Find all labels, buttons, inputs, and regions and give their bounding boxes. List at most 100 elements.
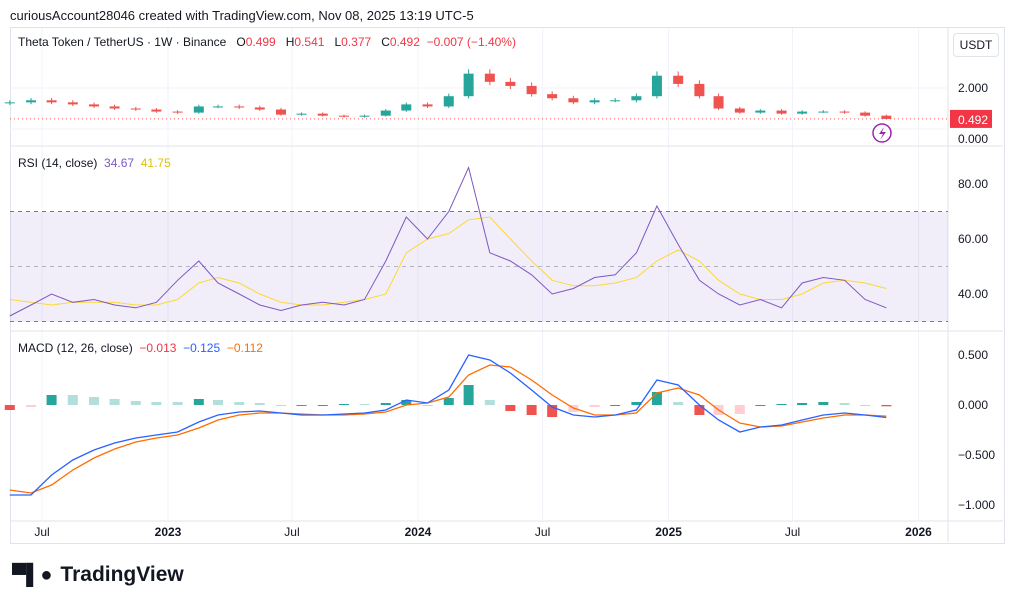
candle bbox=[797, 111, 808, 114]
attribution: curiousAccount28046 created with Trading… bbox=[10, 8, 474, 23]
macd-histogram-bar bbox=[296, 405, 307, 406]
macd-histogram-bar bbox=[505, 405, 516, 411]
candle bbox=[89, 104, 100, 107]
macd-histogram-bar bbox=[275, 405, 286, 406]
macd-histogram-bar bbox=[193, 399, 204, 405]
macd-histogram-bar bbox=[734, 405, 745, 414]
candle bbox=[443, 96, 454, 107]
candle bbox=[296, 113, 307, 115]
macd-histogram-bar bbox=[881, 405, 892, 407]
price-tick-label: 0.000 bbox=[958, 132, 988, 146]
macd-histogram-bar bbox=[547, 405, 558, 417]
candle bbox=[212, 106, 223, 108]
macd-histogram-bar bbox=[401, 400, 412, 405]
last-price-label: 0.492 bbox=[958, 113, 988, 127]
macd-histogram-bar bbox=[359, 404, 370, 405]
candle bbox=[422, 104, 433, 107]
macd-line bbox=[9, 354, 887, 496]
macd-tick-label: −1.000 bbox=[958, 498, 995, 512]
candle bbox=[4, 102, 15, 104]
high-value: 0.541 bbox=[294, 35, 325, 49]
candle bbox=[860, 112, 871, 116]
low-value: 0.377 bbox=[341, 35, 372, 49]
macd-hist-value: −0.013 bbox=[139, 341, 177, 355]
candle bbox=[254, 107, 265, 110]
macd-histogram-bar bbox=[755, 405, 766, 406]
macd-histogram-bar bbox=[651, 392, 662, 405]
candle bbox=[673, 75, 684, 84]
macd-histogram-bar bbox=[4, 405, 15, 410]
rsi-tick-label: 80.00 bbox=[958, 177, 988, 191]
candle bbox=[275, 109, 286, 115]
close-value: 0.492 bbox=[389, 35, 420, 49]
brand-name: TradingView bbox=[60, 563, 184, 586]
change-value: −0.007 (−1.40%) bbox=[426, 35, 516, 49]
candle bbox=[484, 73, 495, 82]
high-label: H bbox=[285, 35, 295, 49]
macd-histogram-bar bbox=[589, 405, 600, 407]
candle bbox=[881, 115, 892, 119]
macd-histogram-bar bbox=[109, 399, 120, 405]
candle bbox=[193, 106, 204, 113]
macd-histogram-bar bbox=[26, 405, 37, 407]
x-tick-label: 2023 bbox=[155, 525, 182, 539]
candle bbox=[776, 110, 787, 114]
x-tick-label: 2025 bbox=[655, 525, 682, 539]
rsi-label[interactable]: RSI (14, close) bbox=[18, 156, 98, 170]
macd-histogram-bar bbox=[610, 405, 621, 406]
macd-histogram-bar bbox=[818, 402, 829, 405]
x-tick-label: Jul bbox=[34, 525, 49, 539]
macd-histogram-bar bbox=[89, 397, 100, 405]
macd-histogram-bar bbox=[484, 400, 495, 405]
macd-tick-label: 0.500 bbox=[958, 348, 988, 362]
macd-tick-label: 0.000 bbox=[958, 398, 988, 412]
macd-histogram-bar bbox=[776, 404, 787, 405]
open-label: O bbox=[236, 35, 246, 49]
macd-histogram-bar bbox=[860, 405, 871, 406]
candle bbox=[755, 110, 766, 113]
candle bbox=[359, 115, 370, 117]
macd-histogram-bar bbox=[380, 403, 391, 405]
macd-histogram-bar bbox=[463, 385, 474, 405]
candle bbox=[26, 100, 37, 103]
candle bbox=[172, 111, 183, 113]
macd-histogram-bar bbox=[694, 405, 705, 415]
candle bbox=[526, 85, 537, 95]
price-tick-label: 2.000 bbox=[958, 81, 988, 95]
rsi-legend: RSI (14, close) 34.67 41.75 bbox=[18, 156, 171, 170]
signal-line bbox=[9, 364, 887, 494]
close-label: C bbox=[381, 35, 390, 49]
open-value: 0.499 bbox=[245, 35, 276, 49]
rsi-ma-value: 41.75 bbox=[140, 156, 171, 170]
signal-value: −0.112 bbox=[226, 341, 263, 355]
last-price-badge bbox=[950, 109, 992, 128]
candle bbox=[46, 100, 57, 103]
low-label: L bbox=[334, 35, 342, 49]
candle bbox=[839, 111, 850, 113]
candle bbox=[380, 110, 391, 116]
macd-histogram-bar bbox=[673, 402, 684, 405]
tv-logo-icon: ▀▌● bbox=[12, 563, 53, 586]
candle bbox=[67, 102, 78, 105]
tradingview-logo[interactable]: ▀▌● TradingView bbox=[12, 563, 184, 587]
rsi-band bbox=[10, 211, 948, 322]
macd-histogram-bar bbox=[46, 395, 57, 405]
macd-histogram-bar bbox=[422, 405, 433, 406]
macd-histogram-bar bbox=[212, 400, 223, 405]
macd-histogram-bar bbox=[317, 405, 328, 406]
candle bbox=[234, 106, 245, 108]
candle bbox=[338, 115, 349, 117]
rsi-ma-line bbox=[9, 216, 887, 306]
macd-histogram-bar bbox=[443, 398, 454, 405]
candle bbox=[317, 113, 328, 116]
macd-label[interactable]: MACD (12, 26, close) bbox=[18, 341, 133, 355]
currency-button[interactable]: USDT bbox=[953, 33, 999, 57]
x-tick-label: Jul bbox=[785, 525, 800, 539]
x-tick-label: 2026 bbox=[905, 525, 932, 539]
rsi-line bbox=[9, 165, 887, 317]
macd-histogram-bar bbox=[151, 402, 162, 405]
macd-histogram-bar bbox=[130, 401, 141, 405]
symbol-label[interactable]: Theta Token / TetherUS · 1W · Binance bbox=[18, 35, 227, 49]
candle bbox=[463, 73, 474, 97]
